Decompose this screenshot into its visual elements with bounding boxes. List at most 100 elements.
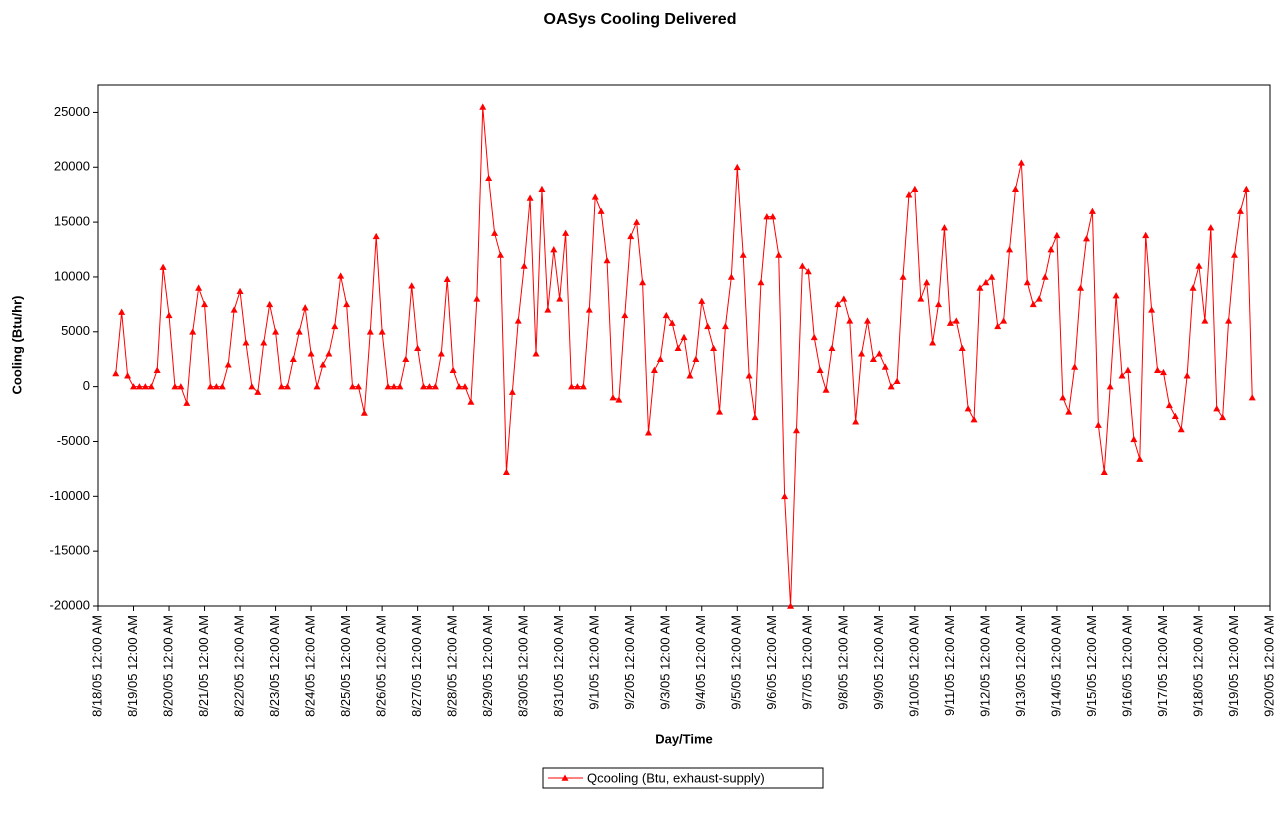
legend-box [542, 767, 824, 789]
data-point [1094, 421, 1102, 428]
data-point [272, 328, 280, 335]
y-axis-title: Cooling (Btu/hr) [9, 296, 24, 395]
data-point [354, 383, 362, 390]
data-point [538, 185, 546, 192]
data-point [745, 372, 753, 379]
data-point [337, 272, 345, 279]
data-point [834, 300, 842, 308]
data-point [301, 304, 309, 311]
data-point [668, 319, 676, 326]
data-point [1071, 363, 1079, 370]
data-point [674, 344, 682, 352]
x-tick-label: 9/4/05 12:00 AM [693, 615, 708, 710]
x-tick-label: 8/21/05 12:00 AM [196, 615, 211, 717]
data-point [532, 350, 540, 357]
data-point [1177, 425, 1185, 433]
data-point [1148, 306, 1156, 313]
data-point [378, 328, 386, 335]
data-point [757, 278, 765, 286]
data-point [869, 355, 877, 363]
data-point [1242, 185, 1250, 192]
data-point [1023, 278, 1031, 286]
data-point [437, 350, 445, 357]
data-point [828, 344, 836, 352]
data-point [911, 185, 919, 192]
x-tick-label: 9/11/05 12:00 AM [942, 615, 957, 716]
data-point [177, 383, 185, 390]
series-line [115, 106, 1253, 607]
data-point [402, 355, 410, 363]
data-point [816, 366, 824, 373]
y-tick-label: -15000 [50, 543, 90, 558]
data-point [1130, 435, 1138, 443]
x-tick-label: 8/26/05 12:00 AM [374, 615, 389, 717]
legend-label: Qcooling (Btu, exhaust-supply) [587, 770, 765, 785]
data-point [1053, 231, 1061, 239]
data-point [769, 213, 777, 220]
data-point [206, 383, 214, 390]
x-tick-label: 9/3/05 12:00 AM [658, 615, 673, 710]
y-tick-label: -5000 [57, 433, 90, 448]
data-point [716, 408, 724, 415]
data-point [846, 317, 854, 324]
data-point [1136, 455, 1144, 462]
data-point [976, 284, 984, 291]
x-tick-label: 9/2/05 12:00 AM [622, 615, 637, 710]
data-point [360, 409, 368, 416]
data-point [893, 377, 901, 384]
data-point [940, 224, 948, 231]
data-point [212, 383, 220, 390]
data-point [366, 328, 374, 335]
data-point [343, 300, 351, 308]
data-point [1118, 372, 1126, 379]
data-point [1083, 235, 1091, 242]
y-tick-label: -10000 [50, 488, 90, 503]
data-point [751, 413, 759, 421]
y-tick-label: 25000 [54, 104, 90, 119]
y-tick-label: 0 [83, 378, 90, 393]
data-point [325, 350, 333, 357]
data-point [1124, 366, 1132, 373]
data-point [822, 386, 830, 393]
data-point [1006, 246, 1014, 253]
data-point [650, 366, 658, 373]
data-point [698, 297, 706, 304]
data-point [514, 317, 522, 324]
data-point [1047, 246, 1055, 253]
data-point [639, 278, 647, 286]
data-point [550, 246, 558, 253]
data-point [242, 339, 250, 346]
data-point [230, 306, 238, 313]
x-tick-label: 9/16/05 12:00 AM [1119, 615, 1134, 717]
data-point [1248, 394, 1256, 401]
data-point [159, 263, 167, 270]
data-point [609, 394, 617, 401]
data-point [408, 282, 416, 289]
x-tick-label: 9/14/05 12:00 AM [1048, 615, 1063, 717]
data-point [260, 339, 268, 346]
data-point [568, 383, 576, 390]
data-point [135, 383, 143, 390]
data-point [721, 322, 729, 330]
data-point [656, 355, 664, 363]
data-point [248, 383, 256, 390]
data-point [183, 399, 191, 406]
data-point [994, 322, 1002, 330]
data-point [929, 339, 937, 346]
x-tick-label: 9/5/05 12:00 AM [729, 615, 744, 710]
data-point [1088, 207, 1096, 214]
x-tick-label: 9/19/05 12:00 AM [1226, 615, 1241, 717]
data-point [1154, 366, 1162, 373]
data-point [526, 194, 534, 201]
data-point [508, 388, 516, 395]
data-point [313, 383, 321, 390]
data-point [479, 103, 487, 110]
data-point [763, 213, 771, 220]
data-point [792, 427, 800, 434]
data-point [988, 273, 996, 280]
data-point [739, 251, 747, 258]
data-point [1041, 273, 1049, 280]
data-point [124, 372, 132, 379]
data-point [775, 251, 783, 258]
